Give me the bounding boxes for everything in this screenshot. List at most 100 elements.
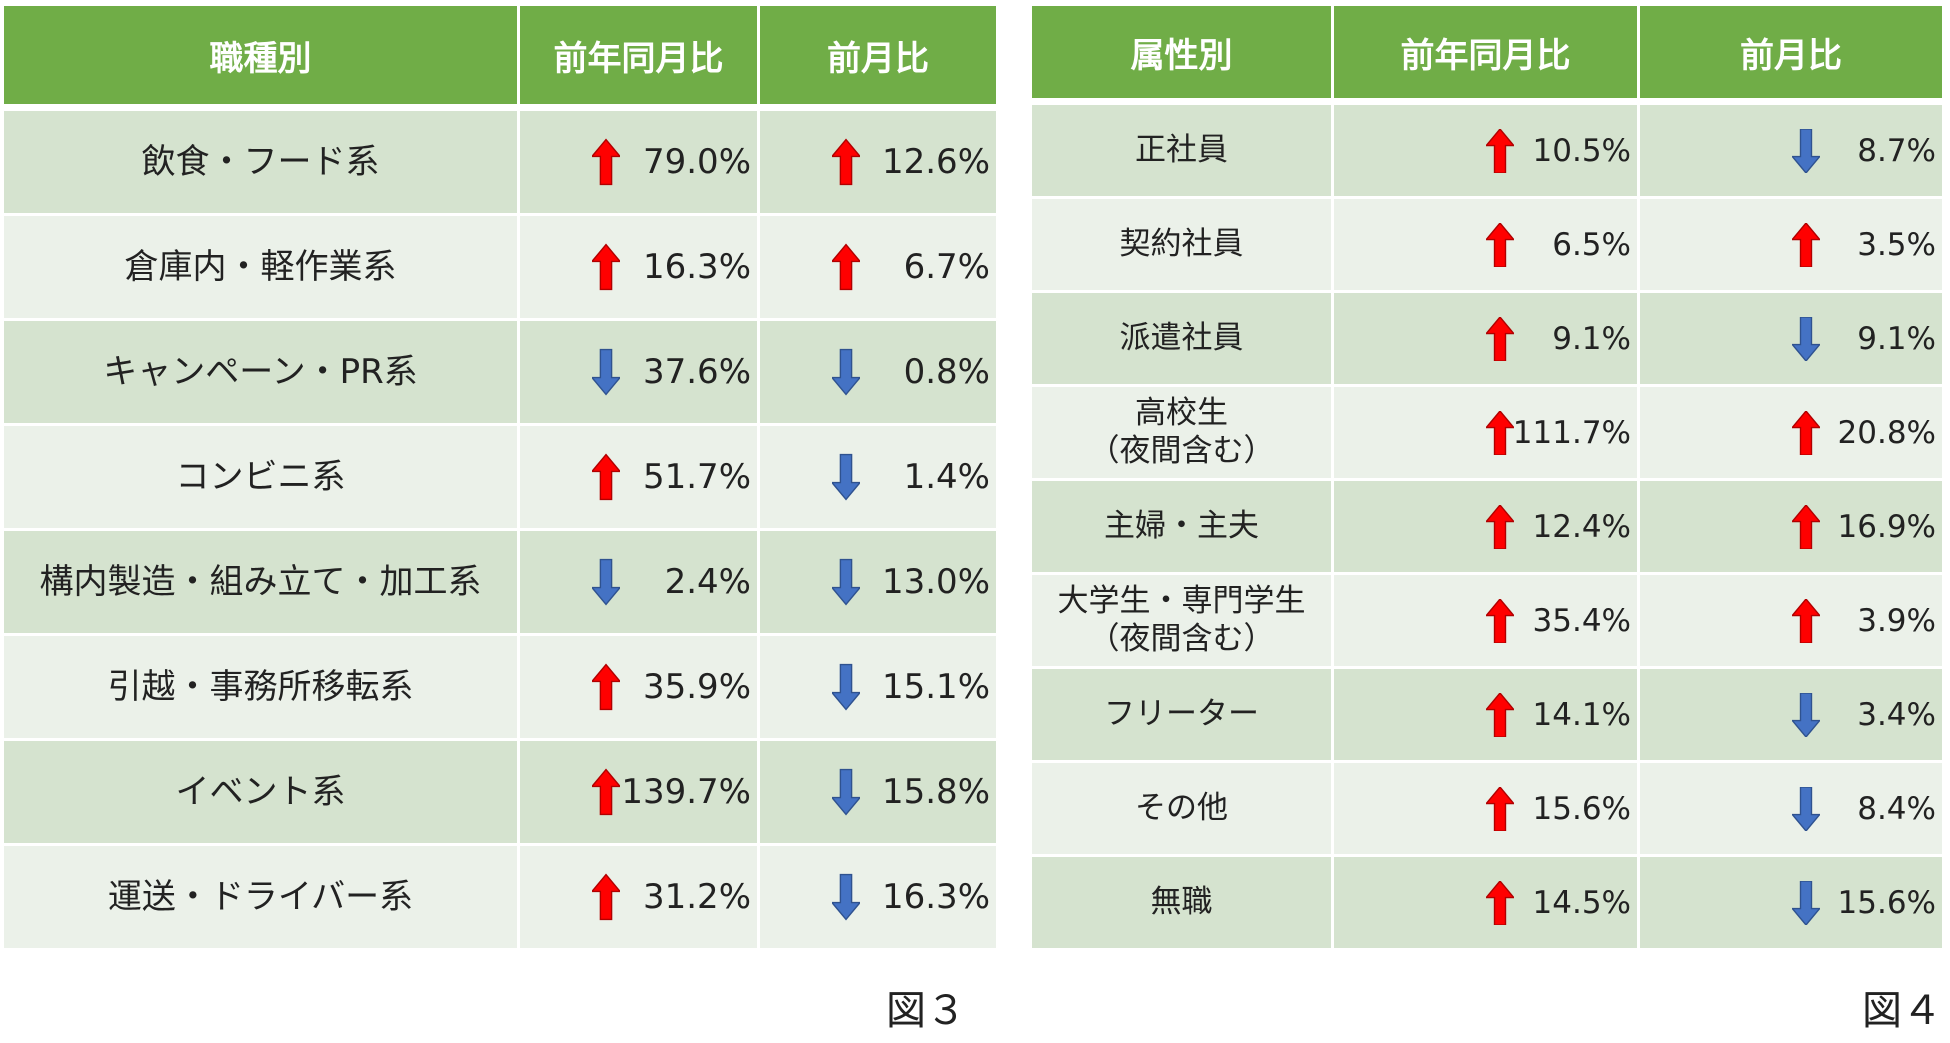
yoy-value: 15.6% (1532, 790, 1631, 827)
row-label-cell: 派遣社員 (1032, 293, 1334, 384)
arrow-up-icon (592, 243, 620, 291)
yoy-value: 35.9% (642, 667, 751, 707)
mom-cell: 20.8% (1640, 387, 1942, 478)
row-label-cell: イベント系 (4, 741, 520, 843)
row-label: 大学生・専門学生 （夜間含む） (1057, 583, 1306, 657)
table-header: 属性別 前年同月比 前月比 (1032, 6, 1942, 98)
arrow-up-icon (1792, 598, 1820, 643)
row-label-cell: 主婦・主夫 (1032, 481, 1334, 572)
mom-value: 6.7% (903, 247, 990, 287)
arrow-up-icon (592, 138, 620, 186)
table-row: コンビニ系 51.7% 1.4% (4, 426, 996, 531)
arrow-up-icon (832, 138, 860, 186)
yoy-cell: 111.7% (1334, 387, 1640, 478)
mom-cell: 0.8% (760, 321, 996, 423)
row-label: コンビニ系 (175, 456, 346, 497)
attribute-table: 属性別 前年同月比 前月比 正社員 10.5% 8.7% 契約社員 6.5% 3.5% 派遣社員 9… (1032, 6, 1942, 951)
arrow-up-icon (1486, 504, 1514, 549)
arrow-up-icon (1486, 128, 1514, 173)
row-label-cell: 大学生・専門学生 （夜間含む） (1032, 575, 1334, 666)
mom-cell: 12.6% (760, 111, 996, 213)
table-header: 職種別 前年同月比 前月比 (4, 6, 996, 104)
row-label: 構内製造・組み立て・加工系 (39, 561, 482, 602)
yoy-value: 79.0% (642, 142, 751, 182)
arrow-up-icon (832, 243, 860, 291)
figure-caption-4: 図４ (1862, 988, 1942, 1034)
mom-cell: 15.1% (760, 636, 996, 738)
mom-value: 15.8% (881, 772, 990, 812)
mom-value: 13.0% (881, 562, 990, 602)
mom-value: 8.4% (1857, 790, 1936, 827)
yoy-value: 31.2% (642, 877, 751, 917)
mom-cell: 16.3% (760, 846, 996, 948)
column-header: 前月比 (760, 6, 996, 104)
yoy-value: 14.5% (1532, 884, 1631, 921)
mom-value: 20.8% (1837, 414, 1936, 451)
yoy-cell: 10.5% (1334, 105, 1640, 196)
arrow-down-icon (592, 558, 620, 606)
table-row: フリーター 14.1% 3.4% (1032, 669, 1942, 763)
yoy-cell: 15.6% (1334, 763, 1640, 854)
mom-cell: 3.9% (1640, 575, 1942, 666)
mom-cell: 1.4% (760, 426, 996, 528)
row-label: 運送・ドライバー系 (107, 876, 414, 917)
row-label: 主婦・主夫 (1104, 507, 1259, 544)
row-label-cell: 契約社員 (1032, 199, 1334, 290)
row-label: イベント系 (175, 771, 346, 812)
yoy-cell: 14.5% (1334, 857, 1640, 948)
yoy-cell: 16.3% (520, 216, 760, 318)
row-label: その他 (1135, 789, 1228, 826)
row-label: 無職 (1150, 883, 1213, 920)
yoy-value: 12.4% (1532, 508, 1631, 545)
mom-value: 0.8% (903, 352, 990, 392)
table-row: イベント系 139.7% 15.8% (4, 741, 996, 846)
arrow-down-icon (832, 453, 860, 501)
yoy-value: 139.7% (621, 772, 751, 812)
table-row: 派遣社員 9.1% 9.1% (1032, 293, 1942, 387)
yoy-cell: 31.2% (520, 846, 760, 948)
mom-cell: 16.9% (1640, 481, 1942, 572)
mom-cell: 3.5% (1640, 199, 1942, 290)
yoy-value: 2.4% (664, 562, 751, 602)
mom-cell: 6.7% (760, 216, 996, 318)
row-label: 正社員 (1135, 131, 1228, 168)
arrow-up-icon (1792, 504, 1820, 549)
yoy-cell: 79.0% (520, 111, 760, 213)
mom-value: 12.6% (881, 142, 990, 182)
arrow-down-icon (832, 873, 860, 921)
mom-value: 15.6% (1837, 884, 1936, 921)
table-row: 倉庫内・軽作業系 16.3% 6.7% (4, 216, 996, 321)
yoy-cell: 12.4% (1334, 481, 1640, 572)
yoy-cell: 51.7% (520, 426, 760, 528)
yoy-value: 37.6% (642, 352, 751, 392)
row-label-cell: その他 (1032, 763, 1334, 854)
row-label: 契約社員 (1119, 225, 1244, 262)
row-label-cell: 運送・ドライバー系 (4, 846, 520, 948)
yoy-value: 9.1% (1552, 320, 1631, 357)
yoy-cell: 9.1% (1334, 293, 1640, 384)
yoy-cell: 139.7% (520, 741, 760, 843)
arrow-up-icon (1792, 222, 1820, 267)
mom-value: 3.9% (1857, 602, 1936, 639)
column-header: 職種別 (4, 6, 520, 104)
yoy-value: 10.5% (1532, 132, 1631, 169)
arrow-down-icon (592, 348, 620, 396)
mom-value: 8.7% (1857, 132, 1936, 169)
table-row: 大学生・専門学生 （夜間含む） 35.4% 3.9% (1032, 575, 1942, 669)
row-label-cell: 高校生 （夜間含む） (1032, 387, 1334, 478)
mom-cell: 8.7% (1640, 105, 1942, 196)
mom-value: 3.4% (1857, 696, 1936, 733)
mom-cell: 9.1% (1640, 293, 1942, 384)
arrow-down-icon (1792, 786, 1820, 831)
yoy-cell: 35.4% (1334, 575, 1640, 666)
arrow-down-icon (832, 558, 860, 606)
table-row: 正社員 10.5% 8.7% (1032, 105, 1942, 199)
arrow-down-icon (832, 768, 860, 816)
yoy-cell: 37.6% (520, 321, 760, 423)
row-label-cell: キャンペーン・PR系 (4, 321, 520, 423)
table-row: その他 15.6% 8.4% (1032, 763, 1942, 857)
table-row: 引越・事務所移転系 35.9% 15.1% (4, 636, 996, 741)
yoy-value: 35.4% (1532, 602, 1631, 639)
mom-value: 16.3% (881, 877, 990, 917)
column-header: 属性別 (1032, 6, 1334, 98)
